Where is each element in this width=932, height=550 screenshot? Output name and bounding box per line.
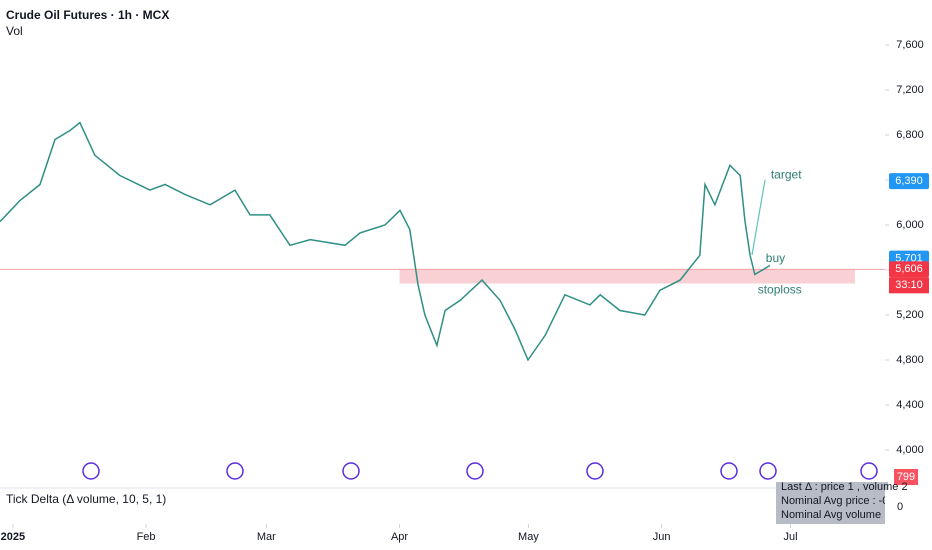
event-icon[interactable] xyxy=(82,462,100,480)
price-tag-label: 6,390 xyxy=(895,175,923,187)
price-tag xyxy=(889,261,929,278)
volume-tag-label: 799 xyxy=(897,471,915,483)
axis-mask xyxy=(885,490,932,550)
y-tick-label: 7,200 xyxy=(896,84,924,96)
event-icon[interactable] xyxy=(226,462,244,480)
tooltip xyxy=(776,482,888,524)
event-icon[interactable] xyxy=(720,462,738,480)
x-tick-label: Jun xyxy=(653,531,671,543)
countdown-tag xyxy=(889,277,929,294)
x-tick-label: Apr xyxy=(391,531,408,543)
y-tick-label: 5,200 xyxy=(896,309,924,321)
annotation: stoploss xyxy=(758,282,802,296)
annotation: target xyxy=(771,168,802,182)
price-line-series xyxy=(0,121,771,362)
countdown: 33:10 xyxy=(895,279,923,291)
y-tick-label: 7,600 xyxy=(896,39,924,51)
tooltip-line: Last Δ : price 1 , volume 2 xyxy=(781,481,908,493)
tooltip-line: Nominal Avg volume : 6.0 xyxy=(781,509,906,521)
event-icon[interactable] xyxy=(342,462,360,480)
target-line xyxy=(751,179,766,256)
chart-title: Crude Oil Futures · 1h · MCX xyxy=(6,8,169,22)
annotation: buy xyxy=(766,251,785,265)
y-tick-label: 4,000 xyxy=(896,444,924,456)
event-icon[interactable] xyxy=(860,462,878,480)
volume-title: Vol xyxy=(6,24,23,38)
x-tick-label: Jul xyxy=(783,531,797,543)
zone xyxy=(399,268,855,284)
indicator-title: Tick Delta (Δ volume, 10, 5, 1) xyxy=(6,492,166,506)
y-tick-label: 4,800 xyxy=(896,354,924,366)
event-icon[interactable] xyxy=(586,462,604,480)
price-tag xyxy=(889,173,929,190)
event-icons xyxy=(82,462,878,480)
x-tick-label: May xyxy=(518,531,539,543)
event-icon[interactable] xyxy=(466,462,484,480)
price-tag-label: 5,606 xyxy=(895,263,923,275)
x-tick-label: 2025 xyxy=(1,531,25,543)
indicator-tick: 0 xyxy=(897,501,903,513)
volume-tag xyxy=(894,469,918,485)
y-tick-label: 6,000 xyxy=(896,219,924,231)
x-tick-label: Feb xyxy=(137,531,156,543)
x-tick-label: Mar xyxy=(257,531,276,543)
event-icon[interactable] xyxy=(759,462,777,480)
y-tick-label: 6,800 xyxy=(896,129,924,141)
tooltip-line: Nominal Avg price : -0.20 xyxy=(781,495,904,507)
y-tick-label: 4,400 xyxy=(896,399,924,411)
